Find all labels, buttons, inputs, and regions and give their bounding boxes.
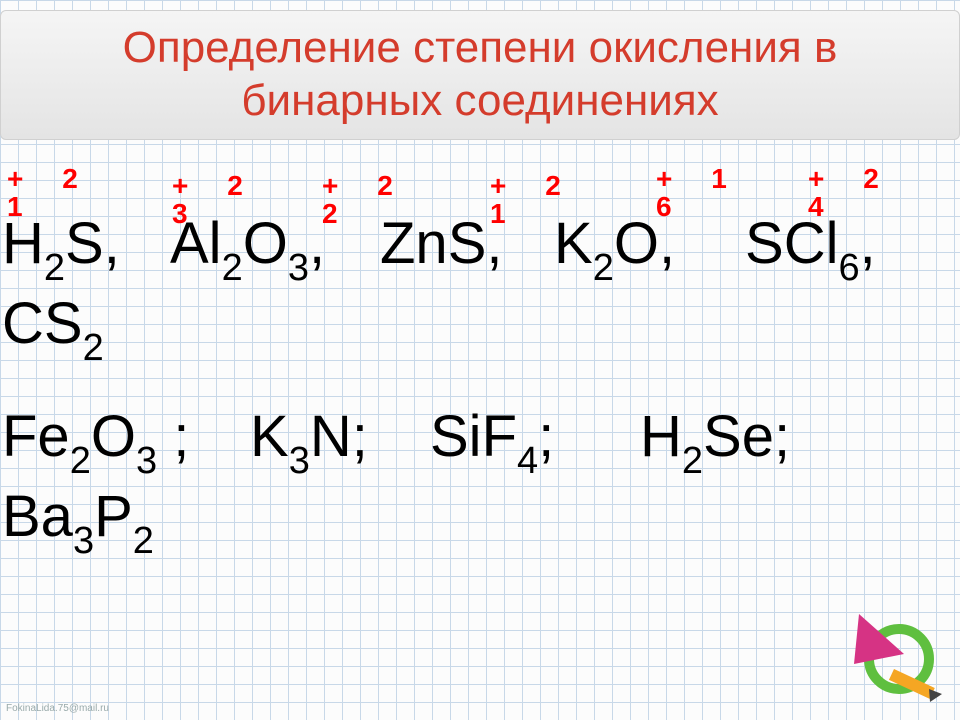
subscript-1: 2 [222,247,243,289]
element-1: Zn [380,211,448,276]
ox-sign: + 2 [7,165,78,193]
ox-sign: + 2 [490,172,561,200]
separator: ; [774,404,790,469]
element-1: Fe [2,404,70,469]
subscript-2: 3 [136,440,157,482]
ox-sign: + 1 [656,165,727,193]
chemical-formula: K2O, [554,210,675,286]
subscript-2: 6 [838,247,859,289]
separator: ; [157,404,189,469]
element-2: N [310,404,352,469]
element-1: S [745,211,784,276]
ox-num: 2 [62,163,78,194]
element-2: O [243,211,288,276]
separator: , [860,211,876,276]
chemical-formula: SCl6, [745,210,876,286]
chemical-formula: H2S, [2,210,120,286]
element-2: F [482,404,517,469]
subscript-2: 2 [83,327,104,369]
subscript-2: 2 [133,520,154,562]
separator: , [486,211,502,276]
ox-num: 2 [377,170,393,201]
separator: , [659,211,675,276]
chemical-formula: ZnS, [380,210,503,277]
element-1: Al [170,211,222,276]
ox-sign: + 2 [322,172,393,200]
title-bar: Определение степени окисления в бинарных… [0,10,960,140]
page-title: Определение степени окисления в бинарных… [21,22,939,128]
ox-num: 1 [711,163,727,194]
chemical-formula: Ba3P2 [2,483,154,559]
separator: ; [538,404,554,469]
element-1: Si [430,404,482,469]
subscript-1: 2 [682,440,703,482]
subscript-1: 2 [44,247,65,289]
chemical-formula: Al2O3, [170,210,325,286]
formula-row-1: H2S,Al2O3,ZnS,K2O,SCl6, [0,210,960,280]
subscript-1: 2 [70,440,91,482]
subscript-2: 3 [288,247,309,289]
formula-row-3: Fe2O3 ;K3N;SiF4;H2Se; [0,403,960,473]
element-1: Ba [2,484,73,549]
separator: , [309,211,325,276]
chemical-formula: K3N; [250,403,368,479]
ox-sign: + 2 [808,165,879,193]
subscript-2: 4 [517,440,538,482]
separator: ; [352,404,368,469]
chemical-formula: SiF4; [430,403,554,479]
element-1: C [2,291,44,356]
ox-num: 2 [227,170,243,201]
formula-row-4: Ba3P2 [0,483,960,553]
footer-credit: FokinaLida.75@mail.ru [6,703,109,714]
formula-row-2: CS2 [0,290,960,360]
subscript-1: 2 [593,247,614,289]
ox-num: 2 [545,170,561,201]
ox-sign: + 2 [172,172,243,200]
separator: , [104,211,120,276]
element-1: K [250,404,289,469]
element-1: K [554,211,593,276]
subscript-1: 3 [73,520,94,562]
element-2: O [614,211,659,276]
element-2: P [94,484,133,549]
element-1: H [2,211,44,276]
element-2: Se [703,404,774,469]
subscript-1: 3 [289,440,310,482]
ox-num: 2 [863,163,879,194]
element-2: O [91,404,136,469]
element-2: S [448,211,487,276]
chemical-formula: CS2 [2,290,104,366]
decorative-tools-icon [834,604,944,704]
element-1: H [640,404,682,469]
element-2: S [65,211,104,276]
chemical-formula: H2Se; [640,403,790,479]
element-2: S [44,291,83,356]
chemical-formula: Fe2O3 ; [2,403,189,479]
element-2: Cl [784,211,839,276]
